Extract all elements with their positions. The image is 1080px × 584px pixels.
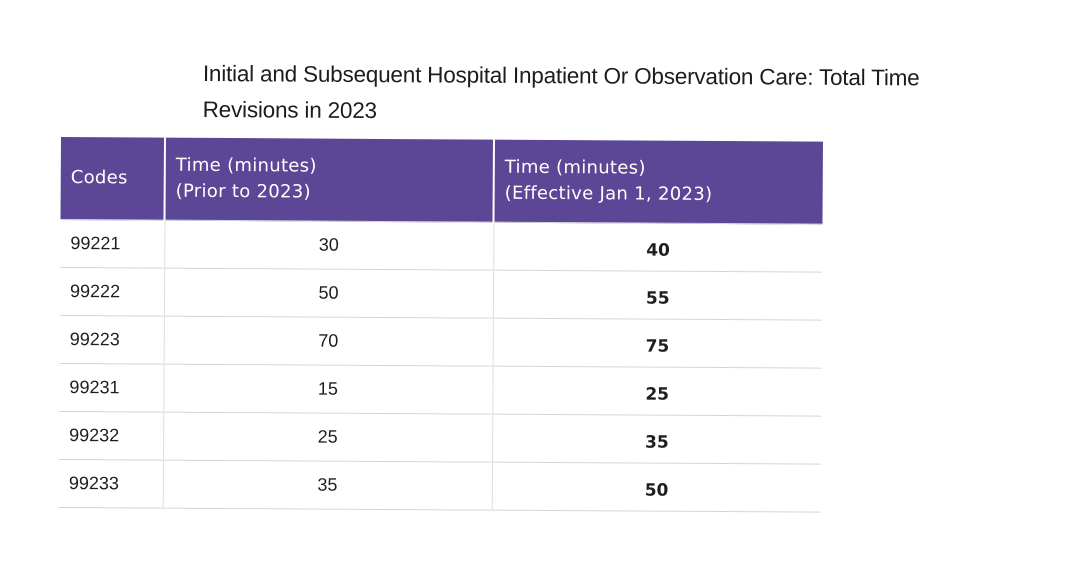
table-row: 99231 15 25 (59, 363, 822, 417)
cell-time-effective: 40 (493, 222, 823, 273)
cell-code: 99231 (59, 363, 164, 413)
header-time-effective: Time (minutes) (Effective Jan 1, 2023) (493, 139, 823, 225)
cell-time-effective: 25 (492, 366, 822, 417)
cell-time-effective: 55 (492, 270, 823, 321)
table-row: 99223 70 75 (59, 315, 822, 369)
title-line-2: Revisions in 2023 (202, 96, 377, 124)
table-header-row: Codes Time (minutes) (Prior to 2023) Tim… (60, 137, 823, 225)
cell-code: 99233 (58, 459, 164, 509)
header-codes: Codes (60, 137, 165, 221)
cell-time-effective: 35 (492, 414, 822, 465)
cell-time-prior: 35 (162, 460, 493, 511)
cell-time-prior: 70 (163, 316, 493, 367)
cell-time-effective: 50 (491, 462, 822, 513)
table-row: 99222 50 55 (59, 267, 823, 321)
document-title: Initial and Subsequent Hospital Inpatien… (203, 56, 1053, 133)
cell-time-prior: 50 (163, 268, 494, 319)
cell-time-prior: 15 (163, 364, 493, 415)
title-line-1: Initial and Subsequent Hospital Inpatien… (202, 60, 920, 91)
cell-code: 99223 (59, 315, 164, 365)
table-row: 99232 25 35 (59, 411, 822, 465)
cell-code: 99232 (59, 411, 164, 461)
time-revisions-table: Codes Time (minutes) (Prior to 2023) Tim… (58, 137, 823, 513)
cell-time-prior: 30 (164, 220, 494, 271)
cell-time-effective: 75 (492, 318, 822, 369)
header-time-prior: Time (minutes) (Prior to 2023) (164, 137, 494, 223)
cell-code: 99221 (60, 219, 165, 269)
cell-code: 99222 (59, 267, 165, 317)
table-row: 99221 30 40 (60, 219, 823, 273)
cell-time-prior: 25 (163, 412, 493, 463)
table-row: 99233 35 50 (58, 459, 822, 513)
